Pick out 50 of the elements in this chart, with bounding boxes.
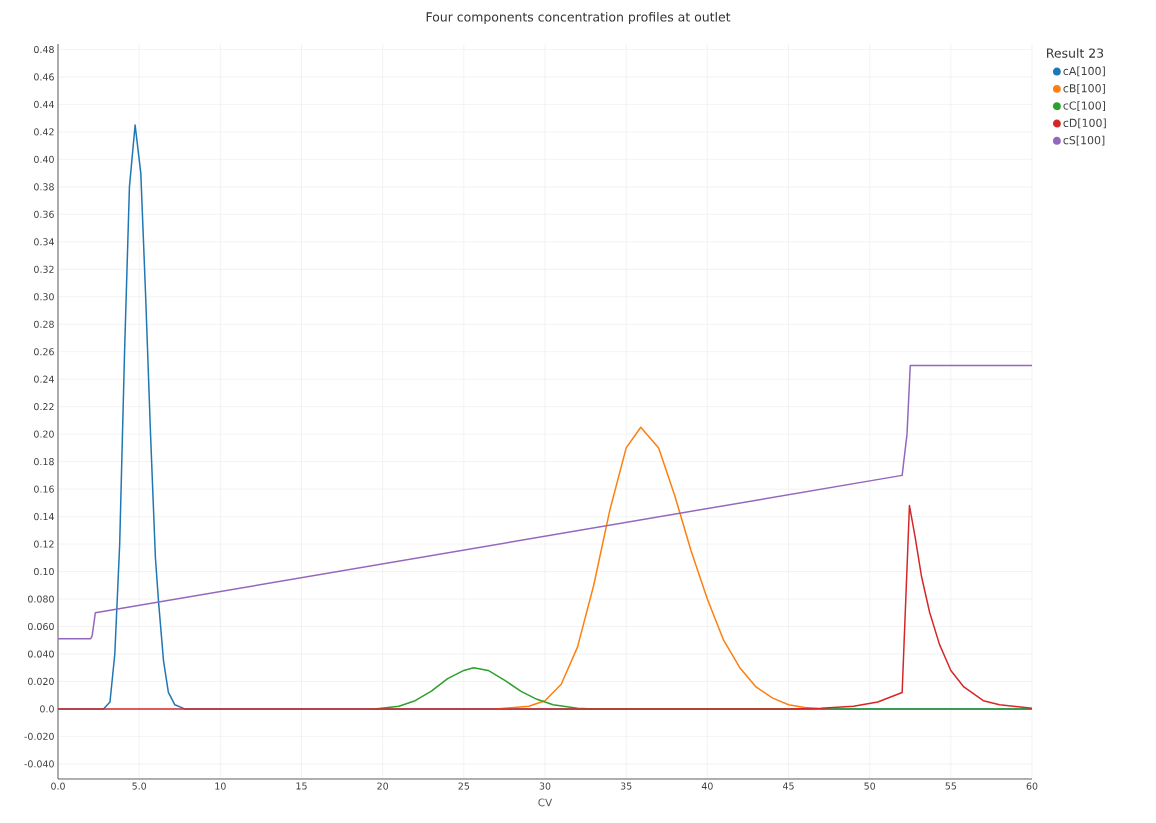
y-tick-label: 0.24 (34, 375, 54, 383)
x-tick-label: 50 (864, 782, 876, 790)
y-tick-label: 0.26 (34, 348, 54, 356)
line-series (58, 504, 1033, 710)
x-tick-label: 0.0 (51, 782, 65, 790)
x-tick-label: 25 (458, 782, 470, 790)
y-tick-label: 0.34 (34, 238, 54, 246)
y-tick-label: 0.080 (28, 595, 54, 603)
x-tick-label: 20 (377, 782, 389, 790)
x-tick-label: 30 (539, 782, 551, 790)
y-tick-label: 0.10 (34, 567, 54, 576)
legend-title: Result 23 (1047, 48, 1104, 58)
y-tick-label: 0.46 (34, 73, 54, 81)
x-tick-label: 35 (620, 782, 632, 790)
y-tick-label: 0.20 (34, 430, 54, 438)
y-tick-label: 0.32 (34, 265, 54, 273)
chart-title: Four components concentration profiles at outlet (426, 11, 731, 25)
y-tick-label: 0.020 (28, 677, 54, 686)
y-tick-label: 0.40 (34, 155, 54, 163)
y-tick-label: 0.30 (34, 293, 54, 301)
y-tick-label: 0.14 (34, 513, 54, 521)
x-tick-label: 5.0 (132, 782, 147, 790)
x-tick-label: 10 (215, 782, 226, 790)
y-tick-label: 0.22 (34, 403, 54, 411)
x-tick-label: 40 (701, 782, 713, 790)
y-tick-label: 0.38 (34, 183, 54, 191)
y-tick-label: 0.28 (34, 320, 54, 328)
y-tick-label: 0.16 (34, 485, 54, 493)
y-tick-label: 0.48 (34, 45, 54, 54)
legend-label: cS[100] (1063, 135, 1105, 146)
legend-label: cD[100] (1063, 118, 1106, 129)
x-tick-label: 15 (296, 782, 307, 790)
x-axis-title: CV (538, 798, 553, 807)
legend-label: cA[100] (1063, 66, 1105, 77)
y-tick-label: 0.12 (34, 540, 54, 548)
y-tick-label: 0.18 (34, 458, 54, 466)
y-tick-label: 0.040 (28, 650, 54, 658)
y-tick-label: 0.42 (34, 128, 54, 136)
x-tick-label: 55 (945, 782, 957, 790)
legend-label: cC[100] (1063, 101, 1106, 111)
y-tick-label: 0.0 (40, 705, 54, 713)
y-tick-label: 0.36 (34, 210, 54, 218)
legend-label: cB[100] (1063, 83, 1105, 94)
line-series (58, 364, 1033, 640)
y-tick-label: 0.44 (34, 100, 54, 109)
y-tick-label: 0.060 (28, 622, 54, 631)
y-tick-label: -0.040 (24, 760, 54, 768)
x-tick-label: 45 (782, 782, 794, 790)
y-tick-label: -0.020 (24, 732, 54, 740)
x-tick-label: 60 (1026, 782, 1038, 790)
